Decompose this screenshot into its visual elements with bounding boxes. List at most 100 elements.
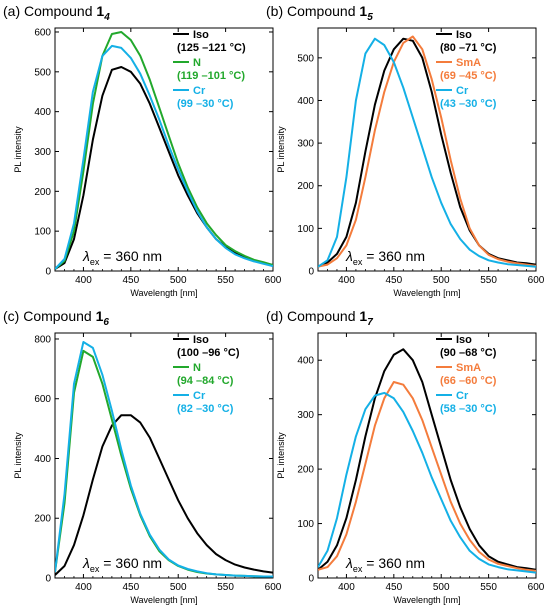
x-axis-label: Wavelength [nm]: [393, 595, 460, 605]
legend-range: (58 –30 °C): [440, 403, 497, 415]
compound-number: 1: [96, 3, 104, 19]
panel-3: (d) Compound 17 400 450 500 550 600 0 100 200 300…: [266, 308, 545, 605]
annotation-subscript: ex: [353, 257, 363, 267]
legend-name: Iso: [456, 29, 472, 41]
y-tick-label: 400: [297, 96, 314, 107]
legend-name: Cr: [193, 390, 206, 402]
legend-range: (100 –96 °C): [177, 347, 240, 359]
annotation-lambda: λ: [345, 555, 353, 571]
y-tick-label: 600: [34, 394, 51, 405]
legend-name: Iso: [193, 334, 209, 346]
panel-title: (c) Compound 16: [3, 308, 109, 328]
x-tick-label: 500: [170, 582, 187, 593]
x-tick-label: 400: [338, 275, 355, 286]
y-tick-label: 200: [297, 181, 314, 192]
excitation-annotation: λex = 360 nm: [345, 248, 425, 267]
x-tick-label: 400: [338, 582, 355, 593]
annotation-lambda: λ: [345, 248, 353, 264]
panel-label: (d) Compound: [266, 308, 359, 324]
x-tick-label: 600: [265, 582, 282, 593]
y-axis-label: PL intensity: [13, 432, 23, 479]
x-tick-label: 500: [170, 275, 187, 286]
y-tick-label: 300: [34, 147, 51, 158]
annotation-subscript: ex: [90, 564, 100, 574]
legend-range: (125 –121 °C): [177, 42, 246, 54]
series-line-cr: [318, 391, 536, 574]
panel-title: (d) Compound 17: [266, 308, 373, 328]
legend-name: N: [193, 362, 201, 374]
panel-label: (a) Compound: [3, 3, 96, 19]
y-tick-label: 100: [297, 224, 314, 235]
compound-subscript: 5: [367, 12, 373, 23]
x-axis-label: Wavelength [nm]: [393, 288, 460, 298]
legend-range: (99 –30 °C): [177, 98, 234, 110]
legend-range: (90 –68 °C): [440, 347, 497, 359]
panel-label: (b) Compound: [266, 3, 359, 19]
y-tick-label: 0: [45, 574, 51, 585]
compound-number: 1: [359, 308, 367, 324]
plot-frame: [54, 27, 274, 272]
x-axis-label: Wavelength [nm]: [130, 288, 197, 298]
y-tick-label: 400: [34, 107, 51, 118]
plot-frame: [54, 332, 274, 579]
y-tick-label: 300: [297, 410, 314, 421]
annotation-subscript: ex: [90, 257, 100, 267]
x-tick-label: 450: [385, 275, 402, 286]
plot-frame: [317, 332, 537, 579]
y-tick-label: 200: [297, 465, 314, 476]
y-tick-label: 0: [45, 267, 51, 278]
legend-range: (82 –30 °C): [177, 403, 234, 415]
x-tick-label: 450: [385, 582, 402, 593]
plot-frame: [317, 27, 537, 272]
compound-subscript: 7: [367, 317, 373, 328]
y-tick-label: 0: [308, 574, 314, 585]
legend-range: (43 –30 °C): [440, 98, 497, 110]
annotation-value: = 360 nm: [99, 248, 162, 264]
x-tick-label: 550: [480, 275, 497, 286]
x-tick-label: 450: [122, 275, 139, 286]
y-tick-label: 100: [297, 519, 314, 530]
legend-name: Iso: [456, 334, 472, 346]
excitation-annotation: λex = 360 nm: [345, 555, 425, 574]
legend-range: (66 –60 °C): [440, 375, 497, 387]
y-tick-label: 400: [297, 356, 314, 367]
x-tick-label: 600: [528, 582, 545, 593]
y-tick-label: 0: [308, 267, 314, 278]
compound-subscript: 6: [103, 317, 109, 328]
x-tick-label: 600: [528, 275, 545, 286]
y-tick-label: 200: [34, 187, 51, 198]
x-tick-label: 550: [217, 582, 234, 593]
legend-name: Cr: [193, 85, 206, 97]
y-tick-label: 500: [297, 53, 314, 64]
y-tick-label: 800: [34, 334, 51, 345]
y-axis-label: PL intensity: [13, 126, 23, 173]
x-tick-label: 450: [122, 582, 139, 593]
y-tick-label: 300: [297, 139, 314, 150]
series-line-iso: [55, 66, 273, 270]
excitation-annotation: λex = 360 nm: [82, 248, 162, 267]
legend-range: (119 –101 °C): [177, 70, 245, 82]
legend-name: Iso: [193, 29, 209, 41]
annotation-value: = 360 nm: [362, 555, 425, 571]
series-line-iso: [318, 348, 536, 571]
x-tick-label: 550: [480, 582, 497, 593]
x-tick-label: 600: [265, 275, 282, 286]
series-line-n: [55, 349, 273, 578]
y-tick-label: 600: [34, 27, 51, 38]
legend-range: (94 –84 °C): [177, 375, 234, 387]
panel-2: (c) Compound 16 400 450 500 550 600 0 200 400 600…: [3, 308, 282, 605]
x-tick-label: 400: [75, 582, 92, 593]
panel-1: (b) Compound 15 400 450 500 550 600 0 100 200 300…: [266, 3, 545, 298]
series-line-n: [55, 31, 273, 270]
x-axis-label: Wavelength [nm]: [130, 595, 197, 605]
panel-0: (a) Compound 14 400 450 500 550 600 0 100 200 300…: [3, 3, 282, 298]
series-line-sma: [318, 35, 536, 268]
compound-subscript: 4: [103, 12, 110, 23]
legend-name: SmA: [456, 362, 481, 374]
x-tick-label: 550: [217, 275, 234, 286]
series-line-cr: [55, 44, 273, 270]
x-tick-label: 500: [433, 582, 450, 593]
y-tick-label: 400: [34, 454, 51, 465]
legend-range: (69 –45 °C): [440, 70, 497, 82]
